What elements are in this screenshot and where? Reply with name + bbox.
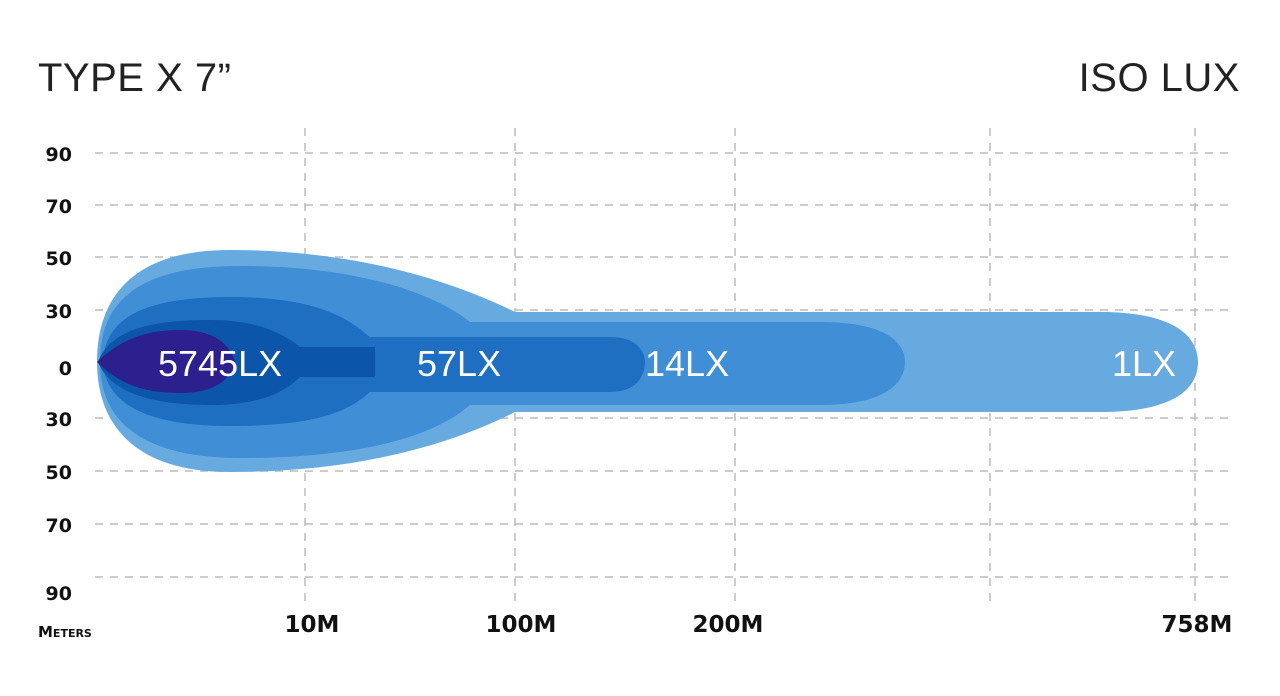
y-tick: 30 bbox=[46, 301, 72, 323]
x-tick: 10M bbox=[285, 612, 340, 638]
lux-label-1: 1LX bbox=[1112, 343, 1176, 384]
y-tick: 90 bbox=[46, 144, 72, 166]
lux-label-5745: 5745LX bbox=[158, 343, 282, 384]
chart-subtitle: ISO LUX bbox=[1078, 56, 1240, 100]
y-tick: 70 bbox=[46, 196, 72, 218]
grid bbox=[95, 128, 1235, 605]
lux-labels: 5745LX 57LX 14LX 1LX bbox=[158, 343, 1176, 384]
y-tick: 50 bbox=[46, 248, 72, 270]
y-tick: 50 bbox=[46, 462, 72, 484]
y-axis-ticks: 90 70 50 30 0 30 50 70 90 bbox=[46, 144, 72, 605]
y-tick: 70 bbox=[46, 515, 72, 537]
y-tick: 90 bbox=[46, 583, 72, 605]
chart-title: TYPE X 7” bbox=[38, 56, 232, 100]
x-tick: 758M bbox=[1162, 612, 1233, 638]
contour-5745lx bbox=[97, 330, 235, 393]
x-axis-unit: Meters bbox=[38, 623, 92, 641]
y-tick: 30 bbox=[46, 409, 72, 431]
x-axis-ticks: 10M 100M 200M 758M bbox=[285, 612, 1233, 638]
lux-label-14: 14LX bbox=[645, 343, 729, 384]
y-tick: 0 bbox=[59, 358, 72, 380]
x-tick: 100M bbox=[486, 612, 557, 638]
contours bbox=[97, 250, 1198, 472]
lux-label-57: 57LX bbox=[417, 343, 501, 384]
x-tick: 200M bbox=[693, 612, 764, 638]
